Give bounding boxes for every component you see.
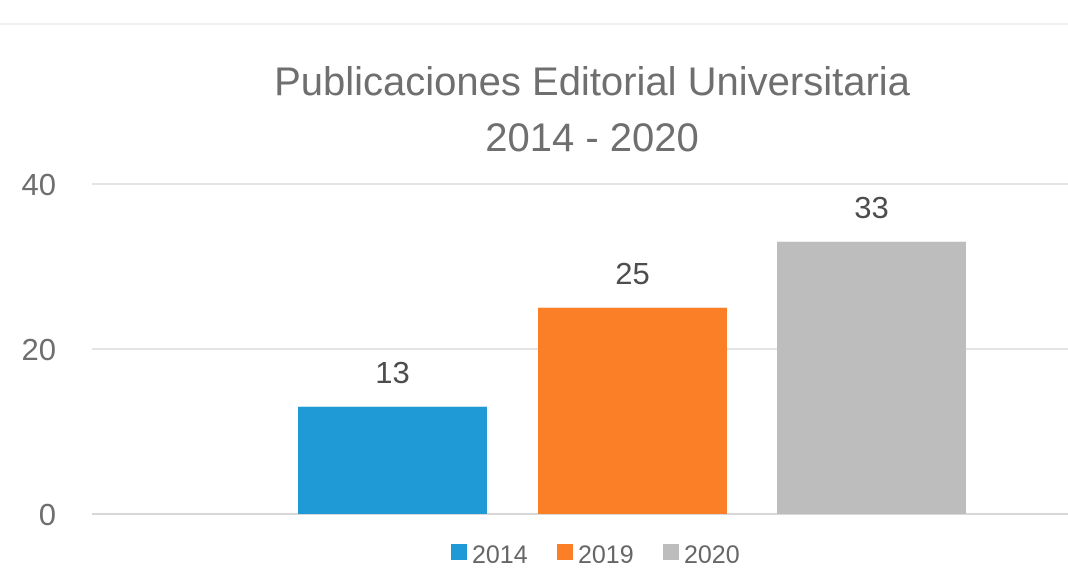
chart-title: Publicaciones Editorial Universitaria xyxy=(274,60,911,104)
legend-label: 2019 xyxy=(578,541,634,569)
data-label: 13 xyxy=(375,355,409,390)
legend-label: 2020 xyxy=(684,541,740,569)
bar xyxy=(538,307,727,514)
data-label: 25 xyxy=(615,256,649,291)
y-tick-label: 20 xyxy=(22,332,56,367)
y-tick-label: 0 xyxy=(39,497,56,532)
data-labels: 13 25 33 xyxy=(375,190,888,390)
bar xyxy=(298,406,487,514)
legend: 2014 2019 2020 xyxy=(451,541,740,569)
chart-subtitle: 2014 - 2020 xyxy=(485,116,699,160)
y-tick-label: 40 xyxy=(22,167,56,202)
legend-label: 2014 xyxy=(472,541,528,569)
bars xyxy=(298,241,966,514)
legend-swatch xyxy=(451,544,467,560)
bar xyxy=(777,241,966,514)
legend-swatch xyxy=(557,544,573,560)
legend-swatch xyxy=(663,544,679,560)
data-label: 33 xyxy=(854,190,888,225)
y-axis-tick-labels: 0 20 40 xyxy=(22,167,56,532)
